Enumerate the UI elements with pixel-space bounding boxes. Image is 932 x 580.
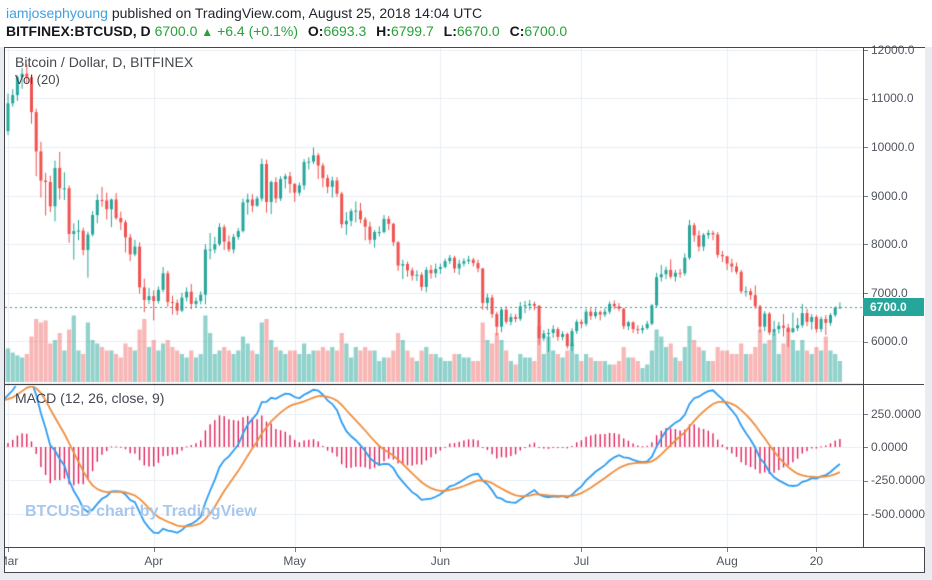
last-price-badge: 6700.0: [863, 298, 924, 317]
macd-tick-label: 250.0000: [864, 407, 925, 423]
time-axis[interactable]: Mar Apr May Jun Jul Aug 20: [5, 547, 924, 572]
close-label: C:: [509, 23, 525, 39]
low-value: 6670.0: [456, 23, 500, 39]
price-tick-label: 7000.0: [864, 286, 925, 302]
change-up-arrow-icon: ▲: [201, 25, 214, 39]
low-label: L:: [443, 23, 457, 39]
time-axis-tick: [727, 548, 729, 552]
publish-line: iamjosephyoung published on TradingView.…: [6, 5, 482, 21]
macd-tick-label: 0.0000: [864, 440, 925, 456]
time-axis-tick: [294, 548, 296, 552]
time-axis-label: Mar: [5, 554, 19, 568]
symbol-label: BITFINEX:BTCUSD, D: [6, 23, 151, 39]
time-axis-tick: [8, 548, 9, 552]
price-tick-label: 11000.0: [864, 91, 925, 107]
macd-tick-label: -250.0000: [864, 473, 925, 489]
price-macd-chart-canvas[interactable]: [5, 48, 863, 547]
price-tick-label: 6000.0: [864, 334, 925, 350]
high-label: H:: [376, 23, 391, 39]
time-axis-label: Apr: [144, 554, 164, 568]
pane-separator[interactable]: [5, 384, 924, 385]
open-value: 6693.3: [323, 23, 367, 39]
username-link[interactable]: iamjosephyoung: [6, 5, 108, 21]
price-tick-label: 10000.0: [864, 140, 925, 156]
close-value: 6700.0: [524, 23, 568, 39]
published-text: published on TradingView.com, August 25,…: [107, 5, 483, 21]
time-axis-label: May: [283, 554, 307, 568]
time-axis-label: Jun: [430, 554, 451, 568]
price-tick-label: 12000.0: [864, 43, 925, 59]
chart-widget: Bitcoin / Dollar, D, BITFINEX Vol (20) M…: [4, 43, 925, 573]
last-price-value: 6700.0: [154, 23, 198, 39]
quote-line: BITFINEX:BTCUSD, D 6700.0 ▲ +6.4 (+0.1%)…: [6, 23, 567, 39]
time-axis-tick: [153, 548, 155, 552]
time-axis-tick: [816, 548, 818, 552]
watermark-link[interactable]: BTCUSD chart by TradingView: [25, 503, 257, 520]
price-tick-label: 8000.0: [864, 237, 925, 253]
price-scale-axis[interactable]: 12000.0 11000.0 10000.0 9000.0 8000.0 7000.0 6…: [863, 43, 925, 547]
time-axis-label: 20: [809, 554, 824, 568]
open-label: O:: [307, 23, 324, 39]
time-axis-tick: [581, 548, 583, 552]
snapshot-header: iamjosephyoung published on TradingView.…: [0, 0, 932, 47]
time-axis-tick: [440, 548, 442, 552]
change-value: +6.4 (+0.1%): [217, 23, 298, 39]
macd-tick-label: -500.0000: [864, 507, 925, 523]
high-value: 6799.7: [390, 23, 434, 39]
time-axis-label: Aug: [716, 554, 738, 568]
time-axis-label: Jul: [573, 554, 590, 568]
price-tick-label: 9000.0: [864, 189, 925, 205]
